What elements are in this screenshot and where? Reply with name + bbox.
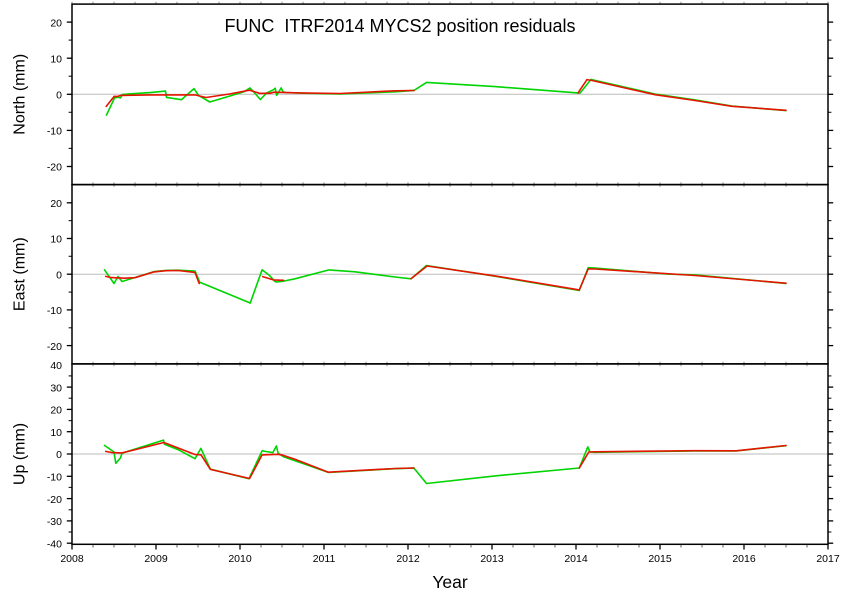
svg-text:2011: 2011 bbox=[313, 553, 336, 565]
svg-text:-10: -10 bbox=[47, 305, 62, 317]
svg-text:30: 30 bbox=[50, 382, 62, 394]
svg-text:North (mm): North (mm) bbox=[12, 54, 29, 135]
svg-text:2013: 2013 bbox=[480, 553, 504, 565]
svg-text:20: 20 bbox=[50, 17, 62, 29]
svg-text:2016: 2016 bbox=[732, 553, 756, 565]
svg-text:2015: 2015 bbox=[648, 553, 672, 565]
svg-text:0: 0 bbox=[56, 449, 62, 461]
svg-text:10: 10 bbox=[50, 53, 62, 65]
svg-text:-20: -20 bbox=[47, 494, 62, 506]
svg-text:2009: 2009 bbox=[144, 553, 168, 565]
svg-text:-30: -30 bbox=[47, 516, 62, 528]
svg-text:10: 10 bbox=[50, 427, 62, 439]
svg-text:2017: 2017 bbox=[816, 553, 840, 565]
svg-text:40: 40 bbox=[50, 360, 62, 372]
svg-text:FUNC ITRF2014 MYCS2 position: FUNC ITRF2014 MYCS2 position residuals bbox=[224, 16, 575, 36]
svg-text:20: 20 bbox=[50, 198, 62, 210]
svg-text:Up (mm): Up (mm) bbox=[12, 423, 29, 485]
svg-text:20: 20 bbox=[50, 405, 62, 417]
svg-text:-10: -10 bbox=[47, 472, 62, 484]
svg-text:-20: -20 bbox=[47, 162, 62, 174]
svg-text:2010: 2010 bbox=[228, 553, 252, 565]
svg-text:0: 0 bbox=[56, 90, 62, 102]
svg-text:2014: 2014 bbox=[564, 553, 588, 565]
svg-text:-20: -20 bbox=[47, 341, 62, 353]
svg-text:-10: -10 bbox=[47, 126, 62, 138]
svg-text:East (mm): East (mm) bbox=[12, 237, 29, 311]
svg-text:10: 10 bbox=[50, 234, 62, 246]
svg-text:-40: -40 bbox=[47, 538, 62, 550]
svg-text:0: 0 bbox=[56, 269, 62, 281]
svg-text:Year: Year bbox=[432, 572, 468, 592]
svg-text:2012: 2012 bbox=[396, 553, 420, 565]
svg-text:2008: 2008 bbox=[60, 553, 84, 565]
